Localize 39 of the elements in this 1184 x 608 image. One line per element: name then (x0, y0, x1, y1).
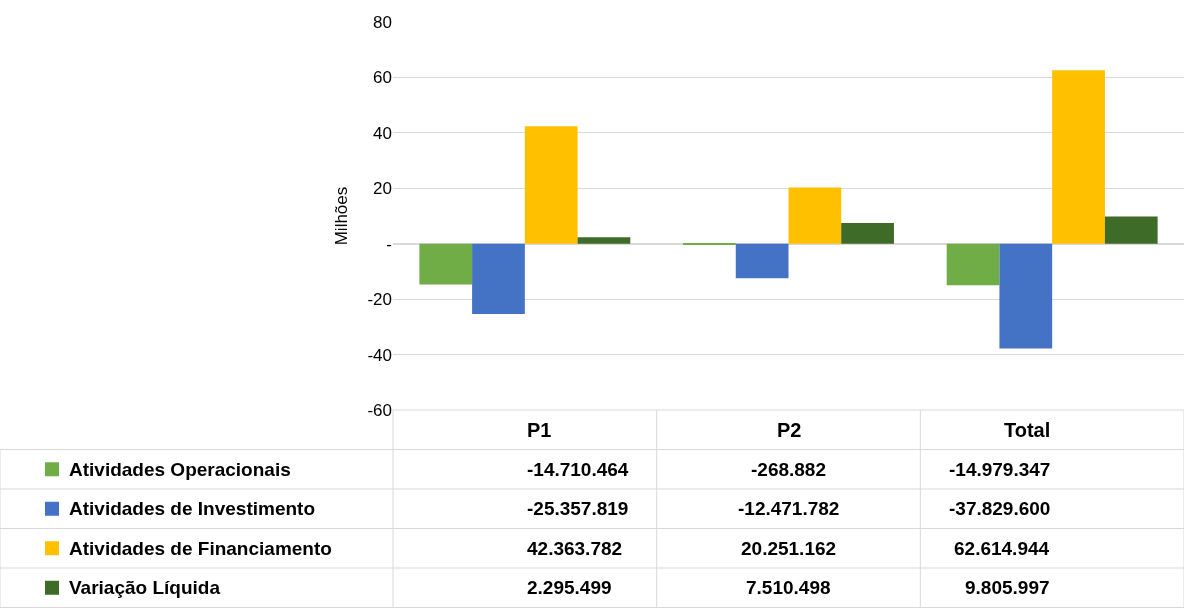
bar (735, 243, 789, 279)
legend-label: Atividades de Financiamento (69, 538, 332, 559)
bar (841, 222, 894, 244)
text: -37.829.600 (949, 498, 1051, 519)
bar (524, 126, 578, 244)
x-tick-label: P2 (777, 419, 802, 441)
y-tick-label: 20 (373, 179, 392, 199)
y-tick-label: -40 (367, 345, 392, 365)
text: 7.510.498 (746, 577, 831, 598)
bar (788, 187, 842, 244)
legend-label: Atividades Operacionais (69, 459, 291, 480)
x-tick-label: P1 (527, 419, 552, 441)
bar (472, 243, 525, 314)
text: 62.614.944 (954, 538, 1050, 559)
text: -14.979.347 (949, 459, 1051, 480)
text: 9.805.997 (965, 577, 1050, 598)
bar (999, 243, 1053, 349)
x-tick-label: Total (1004, 419, 1051, 441)
bar (577, 237, 631, 244)
text: -25.357.819 (527, 498, 629, 519)
legend-label: Atividades de Investimento (69, 498, 316, 519)
bar (1104, 216, 1158, 244)
text: 2.295.499 (527, 577, 612, 598)
y-tick-label: 60 (373, 68, 392, 88)
bar (946, 243, 1000, 286)
y-tick-label: 80 (373, 12, 392, 32)
y-tick-label: -20 (367, 290, 392, 310)
text: -12.471.782 (738, 498, 840, 519)
y-tick-label: -60 (367, 400, 392, 420)
legend-label: Variação Líquida (69, 577, 221, 598)
y-tick-label: 40 (373, 123, 392, 143)
text: -268.882 (751, 459, 827, 480)
y-axis-title: Milhões (331, 186, 351, 246)
text: 20.251.162 (741, 538, 837, 559)
bar (419, 243, 473, 285)
text: 42.363.782 (527, 538, 623, 559)
bar (1052, 70, 1105, 244)
text: -14.710.464 (527, 459, 629, 480)
y-tick-label: - (386, 234, 392, 254)
